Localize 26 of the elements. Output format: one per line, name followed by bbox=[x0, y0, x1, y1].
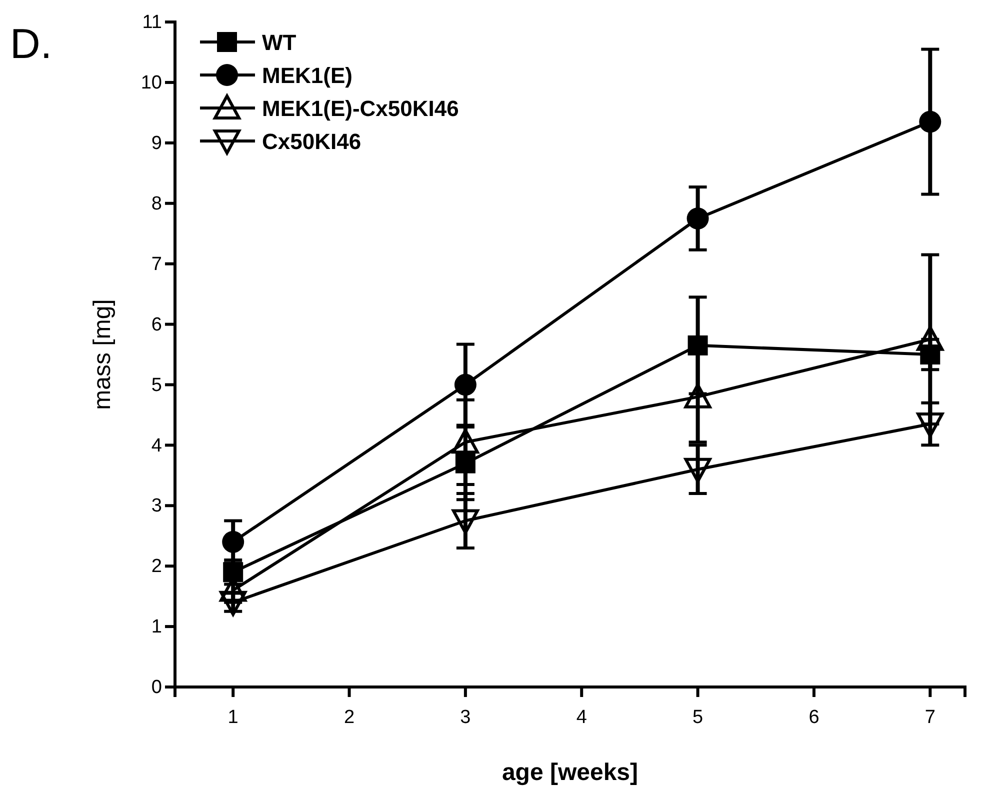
y-tick-label: 11 bbox=[142, 12, 162, 34]
y-tick-label: 4 bbox=[151, 435, 162, 456]
y-tick-label: 5 bbox=[151, 374, 162, 396]
y-tick-label: 9 bbox=[151, 132, 162, 154]
legend-label: WT bbox=[262, 30, 297, 55]
y-tick-label: 3 bbox=[151, 496, 162, 517]
chart-title: D. bbox=[10, 20, 52, 67]
x-tick-label: 5 bbox=[692, 706, 704, 728]
legend-label: MEK1(E) bbox=[262, 63, 352, 88]
y-tick-label: 10 bbox=[140, 72, 162, 94]
y-tick-label: 8 bbox=[151, 193, 162, 214]
y-axis-title: mass [mg] bbox=[89, 299, 116, 410]
y-tick-label: 2 bbox=[151, 556, 162, 578]
y-tick-label: 7 bbox=[151, 254, 162, 275]
y-tick-label: 6 bbox=[151, 314, 162, 336]
x-axis-title: age [weeks] bbox=[502, 759, 638, 786]
legend-label: MEK1(E)-Cx50KI46 bbox=[262, 96, 459, 121]
y-tick-label: 0 bbox=[151, 677, 162, 698]
x-tick-label: 1 bbox=[228, 706, 238, 728]
x-tick-label: 6 bbox=[808, 706, 820, 728]
x-tick-label: 4 bbox=[576, 706, 588, 728]
x-tick-label: 7 bbox=[924, 706, 936, 728]
legend-label: Cx50KI46 bbox=[262, 129, 362, 154]
y-tick-label: 1 bbox=[151, 616, 162, 638]
x-tick-label: 2 bbox=[344, 706, 355, 728]
x-tick-label: 3 bbox=[460, 706, 471, 728]
